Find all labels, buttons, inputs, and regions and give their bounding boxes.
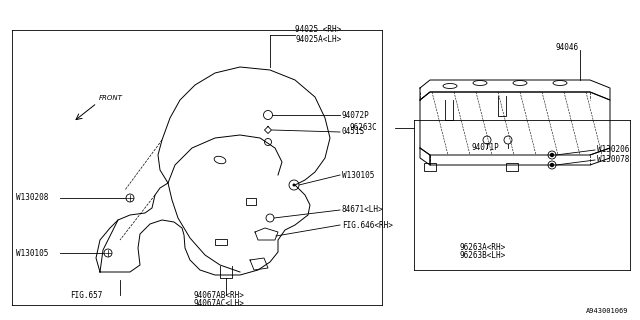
Text: W130078: W130078 bbox=[597, 156, 629, 164]
Text: 94067AC<LH>: 94067AC<LH> bbox=[194, 299, 245, 308]
Text: FIG.657: FIG.657 bbox=[70, 291, 102, 300]
Text: 96263A<RH>: 96263A<RH> bbox=[460, 243, 506, 252]
Bar bbox=[424, 163, 436, 171]
Text: 0451S: 0451S bbox=[342, 127, 365, 137]
Circle shape bbox=[550, 154, 554, 156]
Text: 84671<LH>: 84671<LH> bbox=[342, 205, 383, 214]
Bar bbox=[506, 163, 518, 171]
Text: W130105: W130105 bbox=[16, 249, 49, 258]
Text: 94071P: 94071P bbox=[472, 143, 500, 153]
Text: W130206: W130206 bbox=[597, 146, 629, 155]
Circle shape bbox=[550, 164, 554, 166]
Text: 96263B<LH>: 96263B<LH> bbox=[460, 252, 506, 260]
Text: 96263C: 96263C bbox=[350, 124, 378, 132]
Text: FRONT: FRONT bbox=[99, 95, 123, 101]
Bar bbox=[246, 198, 256, 205]
Text: 94072P: 94072P bbox=[342, 110, 370, 119]
Text: A943001069: A943001069 bbox=[586, 308, 628, 314]
Text: W130105: W130105 bbox=[342, 171, 374, 180]
Circle shape bbox=[292, 183, 296, 187]
Text: 94025 <RH>: 94025 <RH> bbox=[295, 26, 341, 35]
Text: W130208: W130208 bbox=[16, 194, 49, 203]
Text: 94025A<LH>: 94025A<LH> bbox=[295, 36, 341, 44]
Text: FIG.646<RH>: FIG.646<RH> bbox=[342, 220, 393, 229]
Text: 94046: 94046 bbox=[555, 44, 578, 52]
Bar bbox=[215, 239, 227, 245]
Text: 94067AB<RH>: 94067AB<RH> bbox=[194, 291, 245, 300]
